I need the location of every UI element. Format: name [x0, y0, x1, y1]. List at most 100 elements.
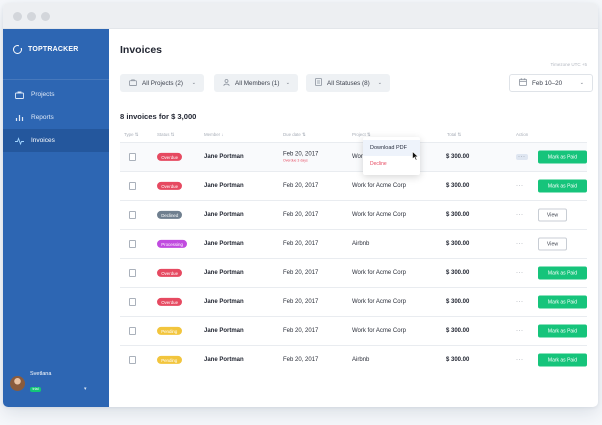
invoice-type-icon	[129, 298, 136, 306]
invoice-total: $ 300.00	[446, 183, 470, 189]
column-header-member[interactable]: Member ↓	[204, 132, 224, 137]
table-row[interactable]: Declined Jane Portman Feb 20, 2017 Work for…	[120, 200, 587, 229]
logo-icon	[13, 44, 23, 54]
user-plan-badge: trial	[30, 386, 42, 392]
window-zoom-button[interactable]	[41, 12, 50, 21]
due-date-cell: Feb 20, 2017	[283, 183, 318, 189]
more-actions-button[interactable]: ···	[516, 183, 524, 189]
more-actions-button[interactable]: ···	[516, 328, 524, 334]
mark-as-paid-button[interactable]: Mark as Paid	[538, 353, 587, 367]
column-header-total[interactable]: Total ⇅	[447, 132, 462, 137]
invoice-type-icon	[129, 240, 136, 248]
row-actions-dropdown: Download PDF Decline	[363, 137, 420, 175]
invoice-type-icon	[129, 182, 136, 190]
sidebar-item-label: Reports	[31, 114, 54, 121]
invoice-total: $ 300.00	[446, 241, 470, 247]
member-name: Jane Portman	[204, 154, 244, 160]
sidebar-item-invoices[interactable]: Invoices	[3, 129, 109, 152]
user-name: Svetlana	[30, 371, 52, 377]
due-date: Feb 20, 2017	[283, 183, 319, 189]
user-profile[interactable]: Svetlana trial	[10, 371, 51, 395]
bar-chart-icon	[15, 114, 24, 122]
due-date: Feb 20, 2017	[283, 357, 319, 363]
project-name: Airbnb	[352, 241, 370, 247]
mark-as-paid-button[interactable]: Mark as Paid	[538, 266, 587, 280]
more-actions-button[interactable]: ···	[516, 154, 528, 160]
date-range-label: Feb 10–20	[532, 79, 563, 87]
calendar-icon	[519, 78, 527, 88]
column-header-project[interactable]: Project ⇅	[352, 132, 371, 137]
invoice-total: $ 300.00	[446, 270, 470, 276]
view-button[interactable]: View	[538, 208, 567, 222]
timezone-label: Timezone UTC +5	[550, 62, 587, 67]
status-badge: Pending	[157, 355, 182, 365]
invoice-summary: 8 invoices for $ 3,000	[120, 112, 197, 121]
window-close-button[interactable]	[13, 12, 22, 21]
person-icon	[223, 78, 230, 88]
document-icon	[315, 78, 322, 88]
member-name: Jane Portman	[204, 357, 244, 363]
mark-as-paid-button[interactable]: Mark as Paid	[538, 295, 587, 309]
statuses-filter[interactable]: All Statuses (8) ⌄	[306, 74, 390, 92]
sidebar-item-reports[interactable]: Reports	[3, 106, 109, 129]
invoice-total: $ 300.00	[446, 154, 470, 160]
table-row[interactable]: Pending Jane Portman Feb 20, 2017 Airbnb $ 3…	[120, 345, 587, 374]
table-row[interactable]: Processing Jane Portman Feb 20, 2017 Airbnb…	[120, 229, 587, 258]
column-header-due-date[interactable]: Due date ⇅	[283, 132, 306, 137]
table-row[interactable]: Overdue Jane Portman Feb 20, 2017 Work for …	[120, 287, 587, 316]
title-bar	[3, 3, 598, 29]
invoice-total: $ 300.00	[446, 299, 470, 305]
view-button[interactable]: View	[538, 237, 567, 251]
column-header-action: Action	[516, 132, 529, 137]
main-content: Invoices Timezone UTC +5 All Projects (2…	[109, 29, 598, 407]
due-date-cell: Feb 20, 2017 Overdue 3 days	[283, 152, 318, 163]
more-actions-button[interactable]: ···	[516, 357, 524, 363]
invoice-type-icon	[129, 356, 136, 364]
due-date-cell: Feb 20, 2017	[283, 328, 318, 334]
app-logo[interactable]: TOPTRACKER	[13, 44, 78, 54]
download-pdf-menu-item[interactable]: Download PDF	[363, 140, 420, 156]
table-row[interactable]: Pending Jane Portman Feb 20, 2017 Work for …	[120, 316, 587, 345]
status-badge: Overdue	[157, 297, 183, 307]
table-row[interactable]: Overdue Jane Portman Feb 20, 2017 Work for …	[120, 171, 587, 200]
mark-as-paid-button[interactable]: Mark as Paid	[538, 150, 587, 164]
sidebar-item-projects[interactable]: Projects	[3, 83, 109, 106]
project-name: Work for Acme Corp	[352, 299, 406, 305]
invoice-type-icon	[129, 269, 136, 277]
window-minimize-button[interactable]	[27, 12, 36, 21]
date-range-filter[interactable]: Feb 10–20 ⌄	[509, 74, 593, 92]
more-actions-button[interactable]: ···	[516, 299, 524, 305]
more-actions-button[interactable]: ···	[516, 270, 524, 276]
decline-menu-item[interactable]: Decline	[370, 161, 387, 167]
column-header-type[interactable]: Type ⇅	[124, 132, 139, 137]
status-badge: Processing	[157, 239, 188, 249]
mark-as-paid-button[interactable]: Mark as Paid	[538, 179, 587, 193]
column-header-status[interactable]: Status ⇅	[157, 132, 175, 137]
table-row[interactable]: Overdue Jane Portman Feb 20, 2017 Overdue 3…	[120, 142, 587, 171]
invoice-total: $ 300.00	[446, 212, 470, 218]
table-row[interactable]: Overdue Jane Portman Feb 20, 2017 Work for …	[120, 258, 587, 287]
statuses-filter-label: All Statuses (8)	[327, 79, 370, 87]
projects-filter[interactable]: All Projects (2) ⌄	[120, 74, 204, 92]
members-filter[interactable]: All Members (1) ⌄	[214, 74, 298, 92]
mouse-cursor-icon	[412, 151, 419, 161]
pulse-icon	[15, 136, 24, 145]
chevron-down-icon: ⌄	[191, 80, 196, 86]
member-name: Jane Portman	[204, 241, 244, 247]
mark-as-paid-button[interactable]: Mark as Paid	[538, 324, 587, 338]
due-date: Feb 20, 2017	[283, 328, 319, 334]
more-actions-button[interactable]: ···	[516, 212, 524, 218]
member-name: Jane Portman	[204, 212, 244, 218]
more-actions-button[interactable]: ···	[516, 241, 524, 247]
status-badge: Overdue	[157, 152, 183, 162]
project-name: Airbnb	[352, 357, 370, 363]
invoice-type-icon	[129, 153, 136, 161]
due-date-cell: Feb 20, 2017	[283, 299, 318, 305]
chevron-down-icon[interactable]: ▾	[84, 386, 87, 392]
briefcase-icon	[15, 91, 24, 99]
invoice-total: $ 300.00	[446, 328, 470, 334]
due-date: Feb 20, 2017	[283, 299, 319, 305]
sidebar-item-label: Invoices	[31, 137, 55, 144]
due-date: Feb 20, 2017	[283, 151, 319, 158]
chevron-down-icon: ⌄	[285, 80, 290, 86]
